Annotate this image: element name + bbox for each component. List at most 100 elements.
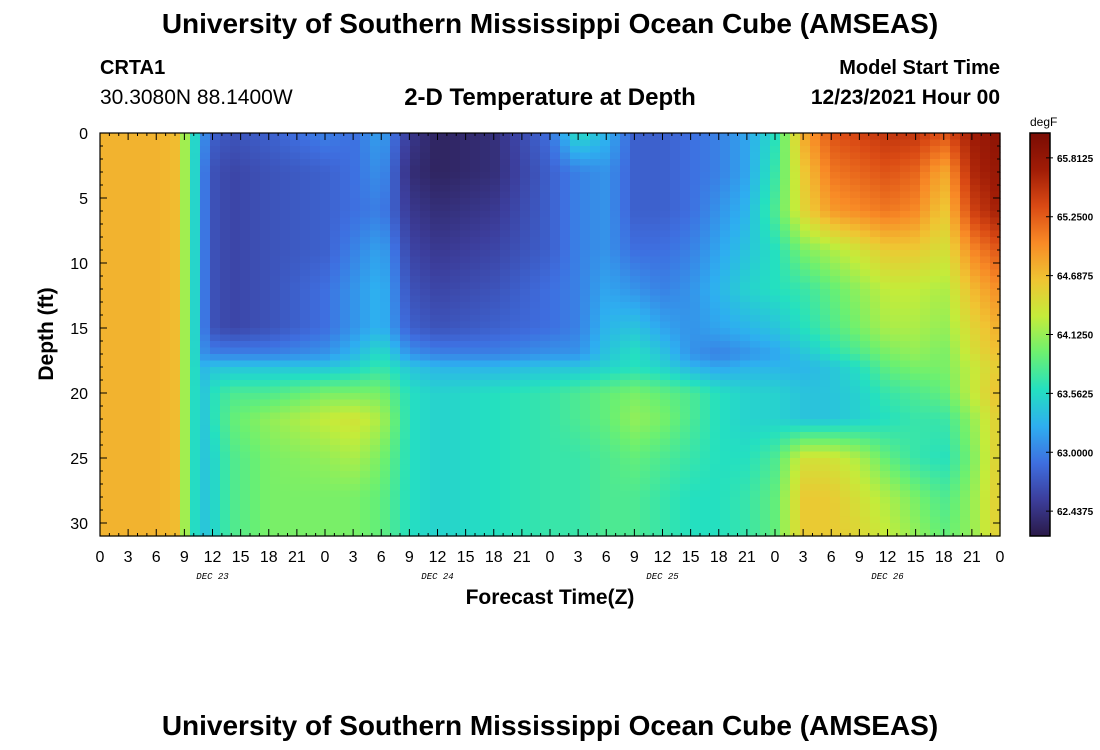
heatmap-cell <box>870 224 881 232</box>
heatmap-cell <box>640 484 651 492</box>
heatmap-cell <box>440 230 451 238</box>
heatmap-cell <box>730 146 741 154</box>
heatmap-cell <box>740 295 751 303</box>
heatmap-cell <box>940 438 951 446</box>
heatmap-cell <box>600 425 611 433</box>
heatmap-cell <box>380 230 391 238</box>
heatmap-cell <box>850 399 861 407</box>
heatmap-cell <box>730 139 741 147</box>
heatmap-cell <box>620 406 631 414</box>
heatmap-cell <box>720 347 731 355</box>
heatmap-cell <box>440 211 451 219</box>
heatmap-cell <box>960 458 971 466</box>
heatmap-cell <box>720 139 731 147</box>
heatmap-cell <box>530 328 541 336</box>
heatmap-cell <box>570 263 581 271</box>
heatmap-cell <box>600 133 611 141</box>
heatmap-cell <box>590 198 601 206</box>
heatmap-cell <box>420 295 431 303</box>
heatmap-cell <box>260 159 271 167</box>
heatmap-cell <box>170 399 181 407</box>
heatmap-cell <box>770 185 781 193</box>
heatmap-cell <box>490 484 501 492</box>
heatmap-cell <box>230 230 241 238</box>
heatmap-cell <box>250 172 261 180</box>
heatmap-cell <box>200 328 211 336</box>
heatmap-cell <box>430 315 441 323</box>
heatmap-cell <box>310 334 321 342</box>
heatmap-cell <box>500 289 511 297</box>
heatmap-cell <box>140 302 151 310</box>
heatmap-cell <box>250 178 261 186</box>
heatmap-cell <box>580 464 591 472</box>
heatmap-cell <box>620 334 631 342</box>
heatmap-cell <box>910 321 921 329</box>
heatmap-cell <box>210 367 221 375</box>
heatmap-cell <box>780 243 791 251</box>
heatmap-cell <box>190 406 201 414</box>
heatmap-cell <box>790 477 801 485</box>
heatmap-cell <box>830 185 841 193</box>
heatmap-cell <box>300 386 311 394</box>
heatmap-cell <box>250 477 261 485</box>
heatmap-cell <box>880 185 891 193</box>
heatmap-cell <box>820 302 831 310</box>
heatmap-cell <box>230 367 241 375</box>
heatmap-cell <box>290 399 301 407</box>
heatmap-cell <box>370 341 381 349</box>
heatmap-cell <box>340 464 351 472</box>
heatmap-cell <box>460 490 471 498</box>
heatmap-cell <box>590 484 601 492</box>
heatmap-cell <box>400 139 411 147</box>
heatmap-cell <box>460 211 471 219</box>
heatmap-cell <box>140 315 151 323</box>
heatmap-cell <box>270 354 281 362</box>
heatmap-cell <box>770 386 781 394</box>
heatmap-cell <box>540 438 551 446</box>
heatmap-cell <box>770 263 781 271</box>
heatmap-cell <box>700 380 711 388</box>
heatmap-cell <box>850 139 861 147</box>
heatmap-cell <box>190 380 201 388</box>
heatmap-cell <box>800 159 811 167</box>
heatmap-cell <box>760 477 771 485</box>
heatmap-cell <box>520 204 531 212</box>
heatmap-cell <box>740 315 751 323</box>
heatmap-cell <box>200 185 211 193</box>
heatmap-cell <box>880 347 891 355</box>
heatmap-cell <box>830 484 841 492</box>
heatmap-cell <box>960 211 971 219</box>
heatmap-cell <box>450 139 461 147</box>
heatmap-cell <box>960 295 971 303</box>
heatmap-cell <box>950 178 961 186</box>
heatmap-cell <box>770 445 781 453</box>
heatmap-cell <box>840 230 851 238</box>
heatmap-cell <box>520 386 531 394</box>
heatmap-cell <box>120 237 131 245</box>
heatmap-cell <box>130 146 141 154</box>
heatmap-cell <box>320 419 331 427</box>
heatmap-cell <box>370 191 381 199</box>
heatmap-cell <box>360 191 371 199</box>
heatmap-cell <box>510 237 521 245</box>
heatmap-cell <box>250 490 261 498</box>
heatmap-cell <box>770 269 781 277</box>
heatmap-cell <box>680 308 691 316</box>
heatmap-cell <box>110 419 121 427</box>
heatmap-cell <box>710 445 721 453</box>
heatmap-cell <box>360 334 371 342</box>
heatmap-cell <box>620 399 631 407</box>
heatmap-cell <box>200 250 211 258</box>
heatmap-cell <box>430 464 441 472</box>
heatmap-cell <box>410 152 421 160</box>
heatmap-cell <box>280 185 291 193</box>
heatmap-cell <box>260 263 271 271</box>
heatmap-cell <box>180 289 191 297</box>
heatmap-cell <box>220 354 231 362</box>
heatmap-cell <box>440 133 451 141</box>
heatmap-cell <box>570 185 581 193</box>
heatmap-cell <box>430 133 441 141</box>
heatmap-cell <box>290 295 301 303</box>
heatmap-cell <box>940 328 951 336</box>
heatmap-cell <box>670 399 681 407</box>
